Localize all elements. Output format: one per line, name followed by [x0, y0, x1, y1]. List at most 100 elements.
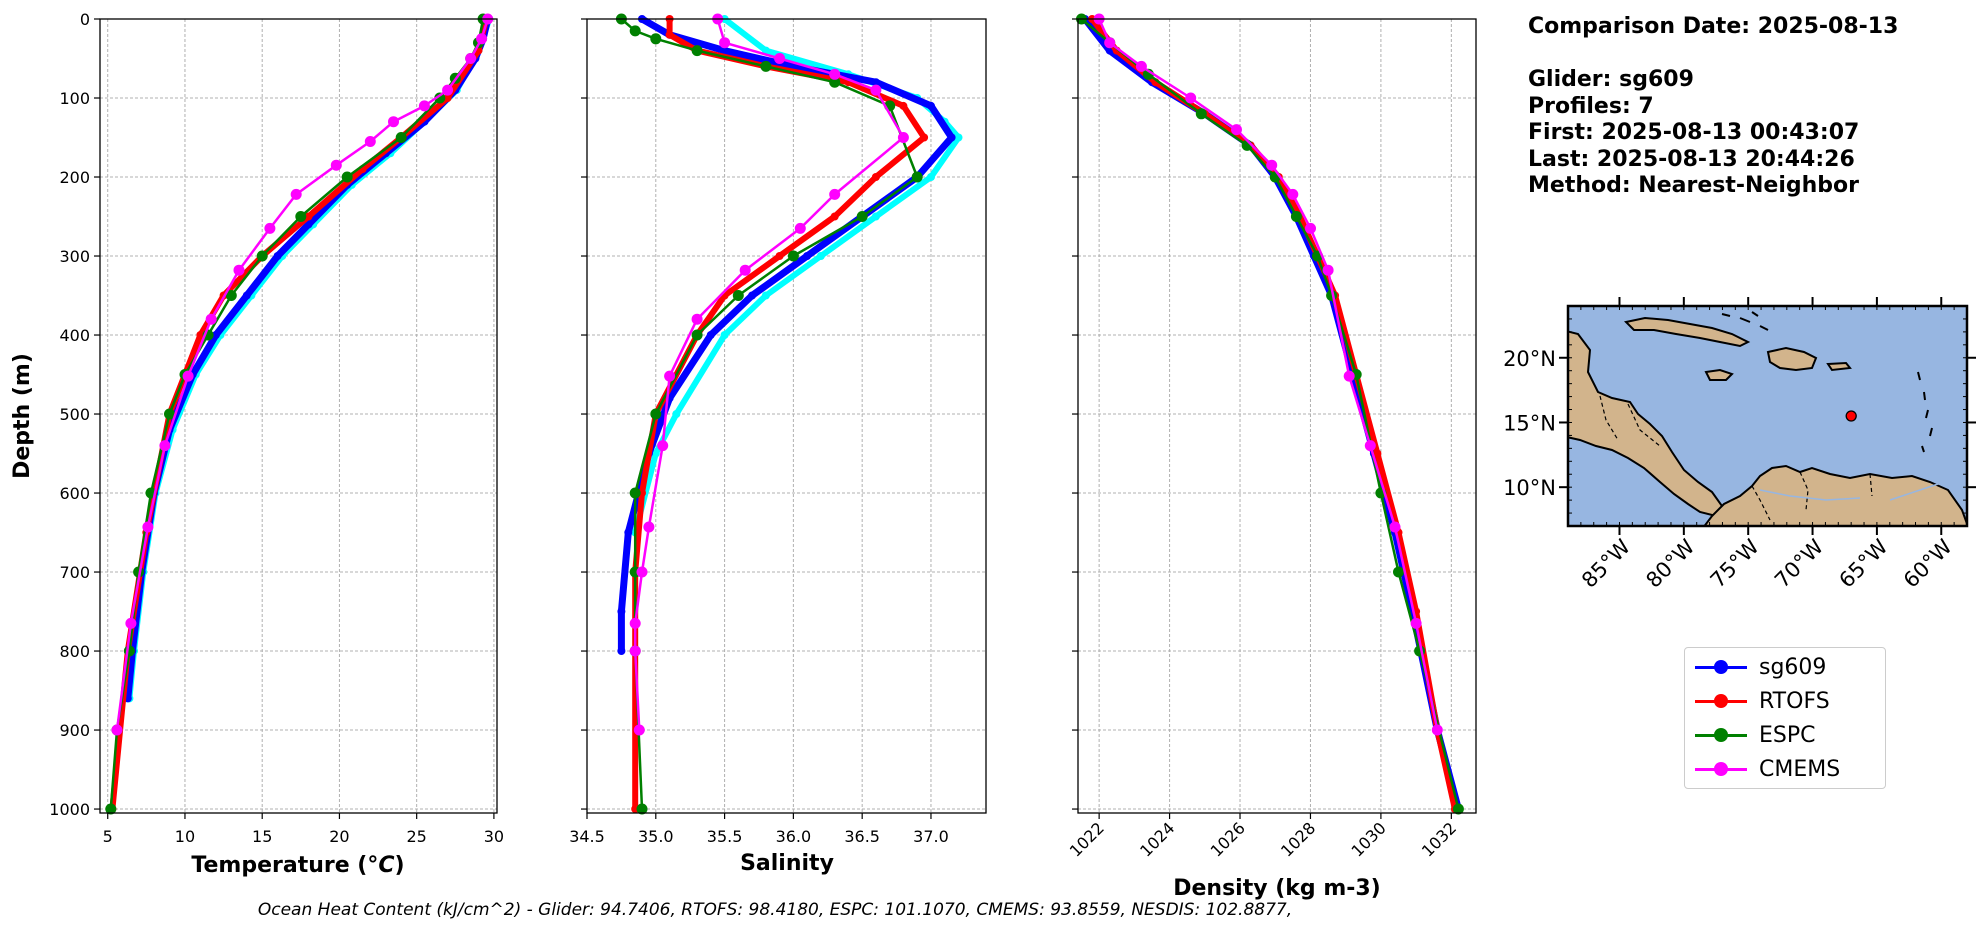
cmems-data-point [364, 136, 376, 147]
cmems-data-point [1431, 724, 1443, 736]
cmems-data-point [897, 132, 909, 143]
x-tick-label: 1026 [1207, 818, 1249, 860]
x-tick-label: 36.5 [844, 827, 880, 846]
rtofs-data-point [304, 212, 313, 221]
sg609-data-point [211, 331, 220, 339]
x-tick-label: 25 [406, 827, 426, 846]
x-tick-label: 1022 [1066, 818, 1108, 860]
cmems-data-point [1287, 188, 1299, 200]
cmems-data-point [636, 566, 648, 578]
map-land-lesser-antilles [1917, 371, 1933, 453]
y-tick-label: 400 [59, 326, 90, 345]
y-tick-label: 100 [59, 89, 90, 108]
salinity-series [615, 13, 963, 815]
density-xlabel: Density (kg m-3) [1173, 876, 1381, 901]
cmems-data-point [1322, 264, 1334, 276]
espc-data-point [636, 803, 648, 815]
extra-data-point [954, 133, 963, 142]
rtofs-data-point [899, 101, 908, 110]
temperature-xlabel: Temperature (°C) [191, 853, 404, 878]
first-time: First: 2025-08-13 00:43:07 [1528, 120, 1860, 145]
y-tick-label: 500 [59, 405, 90, 424]
map-borders [1599, 395, 1873, 521]
x-tick-label: 15 [252, 827, 272, 846]
map-land-puerto-rico [1826, 361, 1852, 372]
espc-data-point [1290, 211, 1302, 222]
cmems-data-point [388, 116, 399, 128]
ocean-heat-content-footnote: Ocean Heat Content (kJ/cm^2) - Glider: 9… [257, 900, 1293, 920]
legend-swatch [1695, 657, 1747, 677]
density-panel: 1022 1024 1026 1028 1030 1032 Density (kg m-3… [1066, 13, 1477, 901]
legend-swatch [1695, 691, 1747, 711]
cmems-data-point [1389, 521, 1401, 533]
map-lon-label: 85°W [1577, 534, 1635, 592]
espc-data-point [691, 45, 703, 57]
x-tick-label: 20 [329, 827, 349, 846]
rtofs-data-point [830, 212, 839, 221]
salinity-xlabel: Salinity [740, 851, 834, 876]
legend: sg609 RTOFS ESPC CMEMS [1684, 647, 1886, 789]
map-frame [1566, 304, 1969, 528]
sg609-data-point [273, 252, 282, 260]
x-tick-label: 35.0 [638, 827, 674, 846]
cmems-data-point [1364, 440, 1376, 452]
rtofs-data-point [196, 331, 205, 339]
profiles-count: Profiles: 7 [1528, 93, 1654, 119]
cmems-data-point [1305, 222, 1316, 234]
rtofs-data-point [1373, 449, 1382, 458]
salinity-panel: 34.5 35.0 35.5 36.0 36.5 37.0 Salinity [569, 13, 987, 876]
espc-data-point [164, 408, 175, 420]
cmems-data-point [111, 724, 123, 736]
cmems-data-point [125, 617, 137, 629]
cmems-data-point [182, 370, 194, 382]
legend-label: ESPC [1759, 722, 1816, 748]
legend-item-rtofs: RTOFS [1695, 684, 1830, 718]
espc-data-point [650, 33, 662, 45]
sg609-data-point [947, 133, 956, 142]
y-tick-label: 1000 [49, 800, 90, 819]
cmems-data-point [159, 440, 171, 452]
map-lon-label: 70°W [1770, 534, 1828, 592]
rtofs-data-point [665, 30, 674, 39]
espc-data-point [829, 76, 841, 88]
x-tick-label: 1024 [1136, 818, 1178, 860]
cmems-data-point [1266, 159, 1278, 171]
comparison-date: Comparison Date: 2025-08-13 [1528, 14, 1899, 39]
x-tick-label: 30 [484, 827, 504, 846]
y-tick-label: 900 [59, 721, 90, 740]
map-land-hispaniola [1766, 346, 1818, 372]
cmems-data-point [643, 521, 655, 533]
espc-data-point [395, 132, 407, 143]
x-tick-label: 35.5 [707, 827, 743, 846]
y-tick-label: 300 [59, 247, 90, 266]
cmems-data-point [1231, 124, 1242, 136]
cmems-data-point [870, 84, 882, 96]
legend-label: CMEMS [1759, 756, 1841, 782]
cmems-data-point [442, 84, 454, 96]
temperature-plot-frame [99, 18, 498, 814]
espc-series-line [1080, 17, 1460, 811]
cmems-data-point [476, 33, 488, 45]
method: Method: Nearest-Neighbor [1528, 173, 1859, 198]
last-time: Last: 2025-08-13 20:44:26 [1528, 146, 1855, 172]
cmems-data-point [233, 264, 245, 276]
y-tick-label: 600 [59, 484, 90, 503]
y-tick-label: 200 [59, 168, 90, 187]
location-map: 85°W 80°W 75°W 70°W 65°W 60°W 20°N 15°N 10°N [1503, 297, 1976, 593]
sg609-data-point [871, 78, 880, 87]
espc-data-point [1452, 803, 1464, 815]
x-tick-label: 5 [103, 827, 113, 846]
espc-data-point [691, 329, 703, 341]
espc-data-point [629, 25, 641, 37]
cmems-data-point [794, 222, 806, 234]
cmems-data-point [719, 37, 731, 49]
espc-data-point [295, 211, 307, 222]
cmems-data-point [629, 617, 641, 629]
map-lon-label: 75°W [1706, 534, 1764, 592]
info-block: Comparison Date: 2025-08-13 Glider: sg60… [1528, 14, 1898, 200]
sg609-data-point [706, 331, 715, 339]
cmems-data-point [418, 100, 430, 112]
espc-data-point [629, 487, 641, 499]
cmems-data-point [330, 159, 342, 171]
x-tick-label: 1032 [1418, 818, 1460, 860]
